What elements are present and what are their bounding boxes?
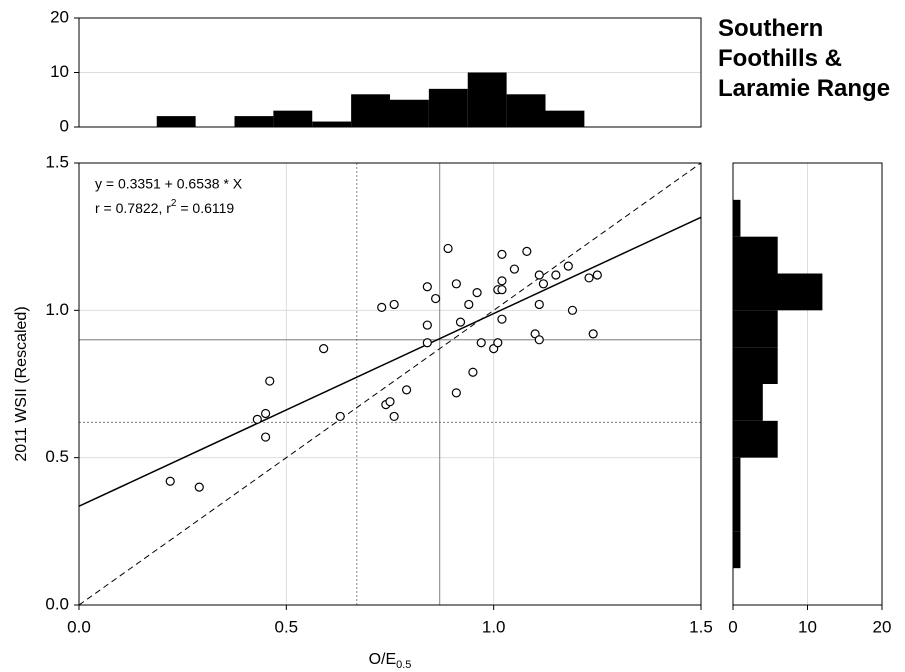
- point: [567, 305, 578, 315]
- annotation-part: = 0.6119: [176, 200, 234, 216]
- point: [165, 476, 175, 486]
- point: [261, 408, 271, 419]
- regression-line: [79, 216, 701, 507]
- x-axis-label-sub: 0.5: [396, 659, 411, 671]
- point: [431, 293, 441, 304]
- x-tick-label: 1.0: [482, 617, 506, 636]
- point: [422, 282, 432, 292]
- point: [563, 261, 573, 271]
- bar: [733, 457, 741, 495]
- y-tick-label: 1.5: [45, 152, 69, 171]
- bar: [506, 94, 546, 127]
- x-tick-label: 10: [798, 617, 817, 636]
- point: [443, 243, 453, 254]
- point: [401, 385, 412, 395]
- point: [588, 329, 598, 339]
- point: [451, 279, 461, 289]
- point: [551, 270, 561, 280]
- point: [389, 299, 399, 310]
- bar: [733, 347, 778, 384]
- plot-frame: [78, 162, 702, 606]
- point: [534, 270, 544, 280]
- y-tick-label: 0.0: [45, 594, 69, 613]
- annotation: r = 0.7822, r2 = 0.6119: [95, 198, 234, 216]
- y-tick-label: 1.0: [45, 300, 69, 319]
- annotation: y = 0.3351 + 0.6538 * X: [95, 176, 243, 192]
- point: [389, 411, 399, 422]
- bar: [545, 110, 585, 127]
- bar: [467, 72, 507, 127]
- point: [422, 320, 432, 330]
- point: [497, 276, 507, 286]
- plot-frame: [78, 17, 702, 128]
- point: [493, 338, 503, 348]
- point: [509, 264, 520, 274]
- y-tick-label: 10: [50, 62, 69, 81]
- annotation-part: 2: [171, 198, 177, 209]
- point: [455, 317, 466, 327]
- x-tick-label: 0: [728, 617, 737, 636]
- x-axis-label-part: O/E: [369, 651, 397, 668]
- bar: [733, 531, 741, 569]
- bar: [351, 94, 390, 127]
- x-tick-label: 1.5: [689, 617, 713, 636]
- point: [534, 335, 544, 345]
- point: [497, 249, 507, 259]
- point: [261, 432, 271, 442]
- identity-line: [79, 163, 701, 605]
- point: [468, 367, 478, 377]
- point: [252, 414, 262, 424]
- bar: [234, 116, 274, 127]
- point: [472, 288, 482, 298]
- annotation-part: r = 0.7822, r: [95, 200, 171, 216]
- bar: [390, 99, 429, 127]
- bar: [733, 494, 741, 532]
- point: [522, 246, 532, 256]
- bar: [428, 88, 468, 127]
- bar: [733, 273, 823, 311]
- point: [335, 411, 345, 422]
- bar: [312, 121, 352, 127]
- point: [319, 344, 329, 354]
- point: [194, 482, 204, 492]
- point: [534, 299, 544, 310]
- point: [497, 285, 507, 295]
- x-axis-label: O/E0.5: [369, 651, 412, 671]
- point: [464, 299, 474, 310]
- point: [592, 270, 602, 280]
- point: [385, 397, 395, 407]
- plot-frame: [732, 162, 883, 606]
- x-tick-label: 0.0: [67, 617, 91, 636]
- point: [584, 273, 594, 283]
- y-tick-label: 20: [50, 7, 69, 26]
- point: [265, 376, 275, 386]
- point: [451, 388, 461, 398]
- point: [377, 302, 387, 312]
- bar: [733, 199, 741, 237]
- y-tick-label: 0.5: [45, 447, 69, 466]
- bar: [156, 116, 196, 127]
- bar: [733, 384, 763, 421]
- point: [497, 314, 507, 324]
- bar: [273, 110, 313, 127]
- point: [476, 338, 486, 348]
- x-tick-label: 0.5: [275, 617, 299, 636]
- y-axis-label: 2011 WSII (Rescaled): [13, 306, 30, 461]
- bar: [733, 420, 778, 458]
- x-tick-label: 20: [873, 617, 892, 636]
- bar: [733, 310, 778, 348]
- point: [422, 338, 432, 348]
- point: [538, 279, 549, 289]
- y-tick-label: 0: [60, 116, 69, 135]
- chart-title: Southern Foothills & Laramie Range: [718, 15, 891, 102]
- bar: [733, 236, 778, 274]
